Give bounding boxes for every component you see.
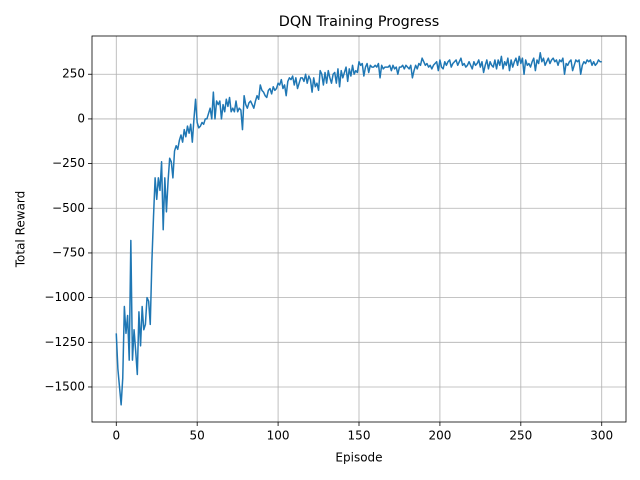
chart-title: DQN Training Progress — [279, 14, 440, 30]
y-tick-label: −1250 — [44, 335, 85, 349]
y-tick-label: −1500 — [44, 379, 85, 393]
x-tick-label: 0 — [112, 429, 120, 443]
plot-frame — [91, 35, 627, 423]
y-tick-label: −750 — [52, 245, 85, 259]
y-tick-label: 250 — [62, 67, 85, 81]
y-tick-label: −1000 — [44, 290, 85, 304]
x-tick-label: 200 — [428, 429, 451, 443]
x-axis-label: Episode — [335, 451, 382, 465]
y-tick-label: 0 — [77, 111, 85, 125]
x-tick-label: 100 — [267, 429, 290, 443]
y-tick-label: −250 — [52, 156, 85, 170]
x-tick-label: 50 — [190, 429, 205, 443]
data-line — [115, 52, 602, 406]
x-tick-label: 300 — [590, 429, 613, 443]
y-axis-label: Total Reward — [14, 191, 28, 269]
x-tick-label: 250 — [509, 429, 532, 443]
x-tick-label: 150 — [348, 429, 371, 443]
y-tick-label: −500 — [52, 201, 85, 215]
